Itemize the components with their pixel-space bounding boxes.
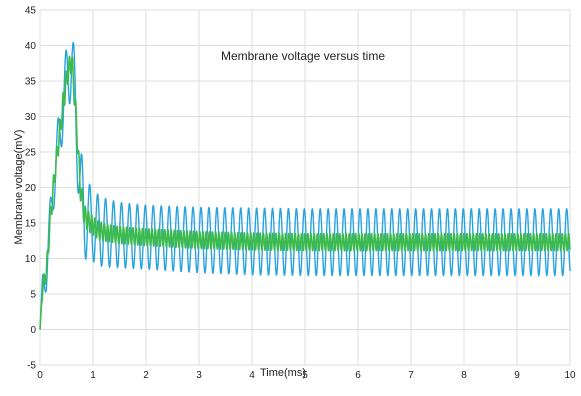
- x-tick-label: 8: [461, 370, 467, 381]
- series-line-2: [39, 55, 571, 330]
- series-line-1: [39, 41, 571, 330]
- x-tick-label: 4: [249, 370, 255, 381]
- y-tick-label: 15: [25, 219, 37, 230]
- x-tick-label: 9: [514, 370, 520, 381]
- chart-title: Membrane voltage versus time: [221, 49, 385, 63]
- y-tick-label: 45: [25, 6, 37, 17]
- y-tick-label: 0: [30, 325, 36, 336]
- x-tick-label: 0: [37, 370, 43, 381]
- x-tick-label: 6: [355, 370, 361, 381]
- x-tick-label: 7: [408, 370, 414, 381]
- y-tick-label: 40: [25, 41, 37, 52]
- x-tick-label: 5: [302, 370, 308, 381]
- y-tick-label: -5: [27, 361, 36, 372]
- x-tick-label: 1: [90, 370, 96, 381]
- x-tick-label: 10: [564, 370, 576, 381]
- x-tick-label: 3: [196, 370, 202, 381]
- y-tick-label: 30: [25, 112, 37, 123]
- series-layer: [39, 41, 571, 330]
- y-tick-label: 5: [30, 290, 36, 301]
- y-tick-label: 20: [25, 183, 37, 194]
- y-axis-label: Membrane voltage(mV): [13, 130, 25, 245]
- y-tick-label: 25: [25, 148, 37, 159]
- y-tick-label: 35: [25, 77, 37, 88]
- x-axis-label: Time(ms): [260, 367, 306, 379]
- y-tick-label: 10: [25, 254, 37, 265]
- x-tick-label: 2: [143, 370, 149, 381]
